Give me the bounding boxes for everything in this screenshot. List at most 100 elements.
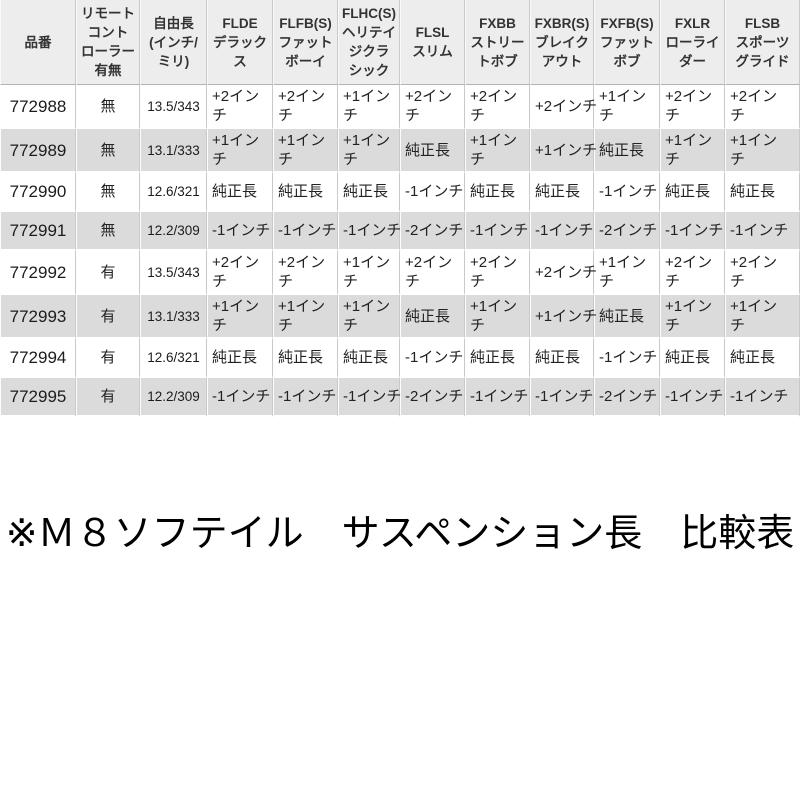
table-row-772991: 772991 無 12.2/309 -1インチ -1インチ -1インチ -2インチ -1インチ… xyxy=(0,212,800,251)
column-header-fxbb: FXBB ストリー トボブ xyxy=(465,0,530,85)
table-header-row: 品番 リモート コント ローラー 有無 自由長 (インチ/ ミリ) FLDE デラック… xyxy=(0,0,800,85)
table-row-772993: 772993 有 13.1/333 +1イン チ +1イン チ +1イン チ純正長 +1イン… xyxy=(0,295,800,339)
cell-fxbb: +2イン チ xyxy=(465,251,530,295)
cell-part: 772994 xyxy=(0,339,76,378)
table-caption: ※Ｍ８ソフテイル サスペンション長 比較表 xyxy=(5,513,795,555)
cell-fxbb: 純正長 xyxy=(465,173,530,212)
column-header-flsb: FLSB スポーツ グライド xyxy=(725,0,800,85)
cell-fxfb: -1インチ xyxy=(594,173,660,212)
column-header-free_length: 自由長 (インチ/ ミリ) xyxy=(140,0,207,85)
cell-fxfb: +1イン チ xyxy=(594,251,660,295)
cell-flfb: +2イン チ xyxy=(273,251,338,295)
cell-fxfb: +1イン チ xyxy=(594,85,660,129)
cell-fxbb: 純正長 xyxy=(465,339,530,378)
cell-flsl: -1インチ xyxy=(400,173,465,212)
cell-flfb: -1インチ xyxy=(273,378,338,417)
suspension-comparison-table: 品番 リモート コント ローラー 有無 自由長 (インチ/ ミリ) FLDE デラック… xyxy=(0,0,800,417)
cell-free_length: 13.1/333 xyxy=(140,295,207,339)
cell-part: 772990 xyxy=(0,173,76,212)
cell-fxbb: +2イン チ xyxy=(465,85,530,129)
table-row-772989: 772989 無 13.1/333 +1イン チ +1イン チ +1イン チ純正長 +1イン… xyxy=(0,129,800,173)
cell-flsb: -1インチ xyxy=(725,378,800,417)
column-header-fxlr: FXLR ローライ ダー xyxy=(660,0,725,85)
cell-fxfb: 純正長 xyxy=(594,129,660,173)
cell-free_length: 12.6/321 xyxy=(140,173,207,212)
cell-remote: 無 xyxy=(76,173,140,212)
cell-fxbr: -1インチ xyxy=(530,378,594,417)
column-header-flsl: FLSL スリム xyxy=(400,0,465,85)
cell-part: 772993 xyxy=(0,295,76,339)
cell-flsb: +2イン チ xyxy=(725,251,800,295)
table-row-772988: 772988 無 13.5/343 +2イン チ +2イン チ +1イン チ +2イン チ +… xyxy=(0,85,800,129)
cell-flsl: +2イン チ xyxy=(400,85,465,129)
table-body: 772988 無 13.5/343 +2イン チ +2イン チ +1イン チ +2イン チ +… xyxy=(0,85,800,417)
cell-part: 772992 xyxy=(0,251,76,295)
cell-remote: 有 xyxy=(76,251,140,295)
column-header-remote: リモート コント ローラー 有無 xyxy=(76,0,140,85)
cell-fxlr: +1イン チ xyxy=(660,295,725,339)
cell-flsl: 純正長 xyxy=(400,129,465,173)
cell-flsl: -2インチ xyxy=(400,378,465,417)
cell-fxbr: +2インチ xyxy=(530,251,597,295)
cell-flhc: -1インチ xyxy=(338,378,401,417)
cell-remote: 有 xyxy=(76,295,140,339)
cell-fxfb: -2インチ xyxy=(594,378,660,417)
cell-remote: 有 xyxy=(76,339,140,378)
cell-flsb: +2イン チ xyxy=(725,85,800,129)
cell-fxbb: +1イン チ xyxy=(465,295,530,339)
cell-fxlr: -1インチ xyxy=(660,212,725,251)
cell-flde: +1イン チ xyxy=(207,129,273,173)
cell-fxlr: -1インチ xyxy=(660,378,725,417)
cell-part: 772995 xyxy=(0,378,76,417)
cell-fxlr: 純正長 xyxy=(660,173,725,212)
cell-flhc: +1イン チ xyxy=(338,295,400,339)
column-header-flde: FLDE デラック ス xyxy=(207,0,273,85)
cell-flde: +1イン チ xyxy=(207,295,273,339)
cell-part: 772988 xyxy=(0,85,76,129)
cell-flsl: -2インチ xyxy=(400,212,465,251)
cell-fxfb: -2インチ xyxy=(594,212,660,251)
cell-fxbr: 純正長 xyxy=(530,173,594,212)
cell-flde: 純正長 xyxy=(207,339,273,378)
cell-flfb: -1インチ xyxy=(273,212,338,251)
cell-flde: 純正長 xyxy=(207,173,273,212)
cell-flfb: 純正長 xyxy=(273,339,338,378)
cell-fxlr: 純正長 xyxy=(660,339,725,378)
cell-flhc: 純正長 xyxy=(338,339,400,378)
table-row-772995: 772995 有 12.2/309 -1インチ -1インチ -1インチ -2インチ -1インチ… xyxy=(0,378,800,417)
cell-free_length: 12.6/321 xyxy=(140,339,207,378)
cell-free_length: 13.1/333 xyxy=(140,129,207,173)
cell-free_length: 13.5/343 xyxy=(140,251,207,295)
cell-flsl: +2イン チ xyxy=(400,251,465,295)
cell-part: 772989 xyxy=(0,129,76,173)
cell-flsb: 純正長 xyxy=(725,339,800,378)
column-header-fxfb: FXFB(S) ファット ボブ xyxy=(594,0,660,85)
cell-fxlr: +2イン チ xyxy=(660,85,725,129)
cell-flsb: 純正長 xyxy=(725,173,800,212)
cell-free_length: 13.5/343 xyxy=(140,85,207,129)
caption-area: ※Ｍ８ソフテイル サスペンション長 比較表 xyxy=(0,509,800,559)
cell-flsl: -1インチ xyxy=(400,339,465,378)
cell-flhc: +1イン チ xyxy=(338,129,400,173)
cell-fxfb: 純正長 xyxy=(594,295,660,339)
cell-flhc: -1インチ xyxy=(338,212,401,251)
cell-flfb: +2イン チ xyxy=(273,85,338,129)
cell-fxbb: -1インチ xyxy=(465,212,530,251)
cell-flde: +2イン チ xyxy=(207,85,273,129)
cell-fxlr: +1イン チ xyxy=(660,129,725,173)
cell-flfb: 純正長 xyxy=(273,173,338,212)
cell-part: 772991 xyxy=(0,212,76,251)
cell-fxlr: +2イン チ xyxy=(660,251,725,295)
column-header-flfb: FLFB(S) ファット ボーイ xyxy=(273,0,338,85)
table-row-772994: 772994 有 12.6/321 純正長 純正長 純正長 -1インチ 純正長 純正長 -1インチ… xyxy=(0,339,800,378)
cell-flhc: 純正長 xyxy=(338,173,400,212)
cell-remote: 無 xyxy=(76,129,140,173)
cell-fxbr: +1インチ xyxy=(530,129,597,173)
cell-flde: -1インチ xyxy=(207,212,273,251)
cell-fxbr: +1インチ xyxy=(530,295,597,339)
cell-flde: -1インチ xyxy=(207,378,273,417)
cell-fxbr: -1インチ xyxy=(530,212,594,251)
cell-flsb: +1イン チ xyxy=(725,295,800,339)
cell-fxbb: +1イン チ xyxy=(465,129,530,173)
cell-fxfb: -1インチ xyxy=(594,339,660,378)
